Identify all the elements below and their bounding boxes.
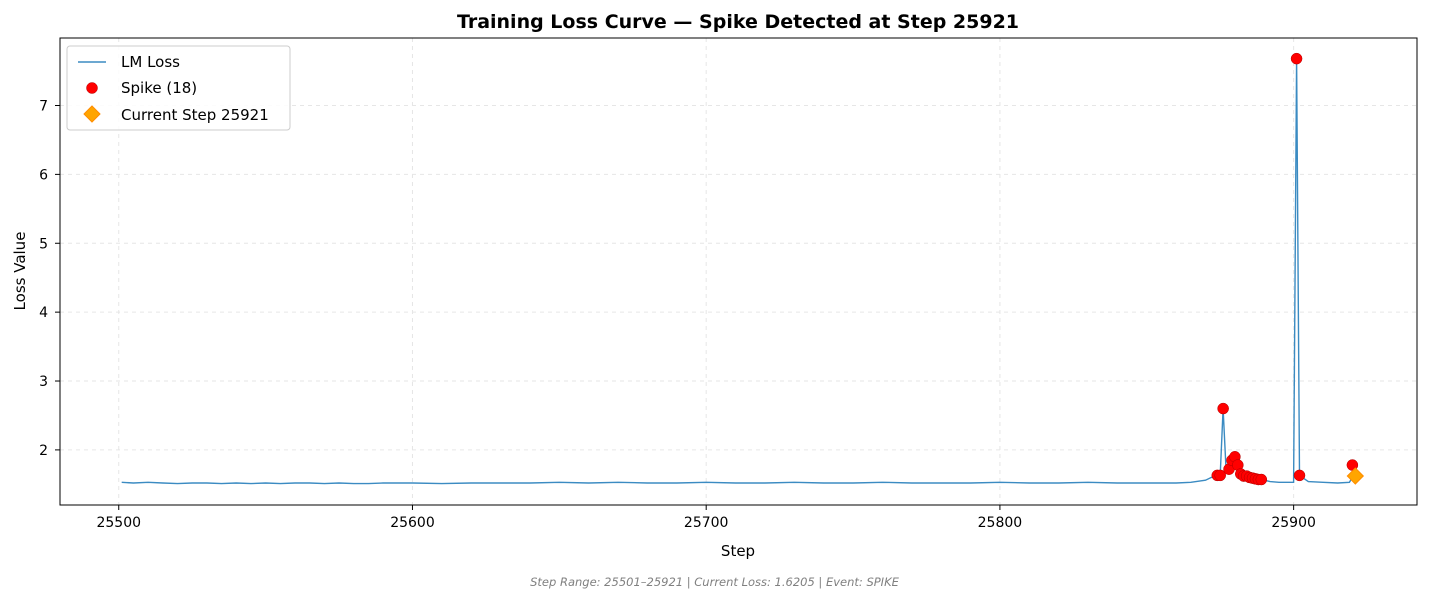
x-axis-label: Step bbox=[721, 542, 755, 560]
x-tick-label: 25500 bbox=[96, 515, 141, 531]
legend-label-lm-loss: LM Loss bbox=[121, 53, 180, 71]
legend-current-swatch bbox=[83, 105, 101, 123]
x-tick-label: 25700 bbox=[684, 515, 729, 531]
spike-point bbox=[1255, 473, 1268, 486]
y-tick-label: 5 bbox=[39, 236, 48, 252]
spike-point bbox=[1214, 469, 1226, 482]
plot-area bbox=[121, 52, 1365, 486]
spike-point bbox=[1293, 469, 1306, 482]
spike-point bbox=[1217, 402, 1229, 415]
x-ticks: 25500 25600 25700 25800 25900 bbox=[96, 505, 1316, 531]
legend-label-current: Current Step 25921 bbox=[121, 106, 269, 124]
footer-caption: Step Range: 25501–25921 | Current Loss: … bbox=[530, 575, 899, 589]
legend-label-spike: Spike (18) bbox=[121, 79, 197, 97]
legend-box bbox=[66, 45, 291, 131]
spike-point bbox=[1290, 52, 1303, 65]
current-step-marker bbox=[1346, 467, 1365, 485]
y-tick-label: 6 bbox=[39, 167, 48, 183]
chart-title: Training Loss Curve — Spike Detected at … bbox=[457, 11, 1019, 33]
loss-line bbox=[121, 58, 1356, 485]
legend-spike-swatch bbox=[86, 82, 98, 94]
x-tick-label: 25900 bbox=[1271, 515, 1316, 531]
y-axis-label: Loss Value bbox=[11, 232, 29, 311]
x-tick-label: 25800 bbox=[978, 515, 1023, 531]
y-tick-label: 3 bbox=[39, 374, 48, 390]
y-ticks: 2 3 4 5 6 7 bbox=[39, 99, 60, 459]
legend: LM Loss Spike (18) Current Step 25921 bbox=[66, 45, 291, 131]
x-tick-label: 25600 bbox=[390, 515, 435, 531]
y-tick-label: 7 bbox=[39, 99, 48, 115]
y-tick-label: 2 bbox=[39, 443, 48, 459]
y-tick-label: 4 bbox=[39, 305, 48, 321]
plot-frame bbox=[59, 37, 1418, 506]
